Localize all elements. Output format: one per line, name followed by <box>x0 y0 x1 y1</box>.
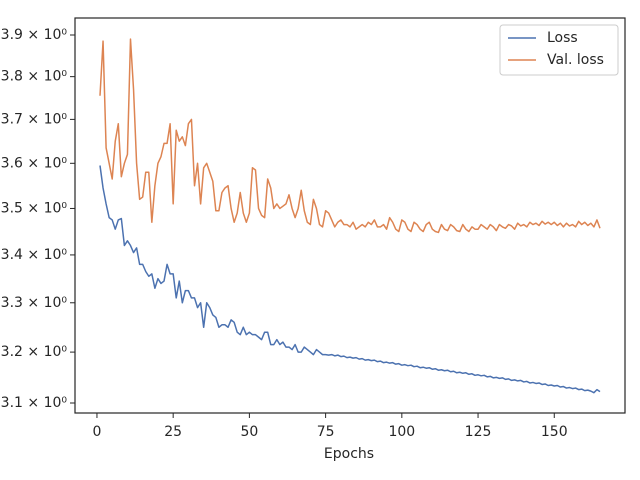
line-series <box>99 38 601 234</box>
x-tick-label: 100 <box>388 424 415 440</box>
x-tick-label: 125 <box>465 424 492 440</box>
x-tick-label: 50 <box>240 424 258 440</box>
y-tick-label: 3.5 × 10⁰ <box>1 200 68 216</box>
x-tick-label: 150 <box>541 424 568 440</box>
y-tick-label: 3.4 × 10⁰ <box>1 247 68 263</box>
x-axis-label: Epochs <box>324 446 374 462</box>
legend-label: Loss <box>547 30 578 46</box>
line-series <box>99 165 601 394</box>
y-tick-label: 3.7 × 10⁰ <box>1 111 68 127</box>
y-tick-label: 3.3 × 10⁰ <box>1 295 68 311</box>
y-tick-label: 3.2 × 10⁰ <box>1 344 68 360</box>
legend: Loss Val. loss <box>499 24 619 76</box>
x-tick-label: 0 <box>92 424 101 440</box>
plot-frame <box>74 17 626 414</box>
x-tick-label: 25 <box>164 424 182 440</box>
y-tick-label: 3.1 × 10⁰ <box>1 395 68 411</box>
y-tick-label: 3.8 × 10⁰ <box>1 69 68 85</box>
x-tick-label: 75 <box>317 424 335 440</box>
y-tick-label: 3.9 × 10⁰ <box>1 27 68 43</box>
legend-label: Val. loss <box>547 52 604 68</box>
y-tick-label: 3.6 × 10⁰ <box>1 155 68 171</box>
